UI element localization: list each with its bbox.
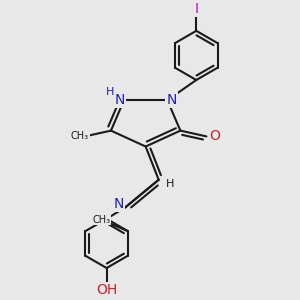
Text: N: N [114,93,125,107]
Text: CH₃: CH₃ [92,214,110,225]
Text: CH₃: CH₃ [71,131,89,141]
Text: O: O [209,129,220,143]
Text: H: H [106,87,114,97]
Text: N: N [167,93,177,107]
Text: H: H [166,179,174,189]
Text: I: I [194,2,198,16]
Text: OH: OH [96,283,117,297]
Text: N: N [114,197,124,212]
